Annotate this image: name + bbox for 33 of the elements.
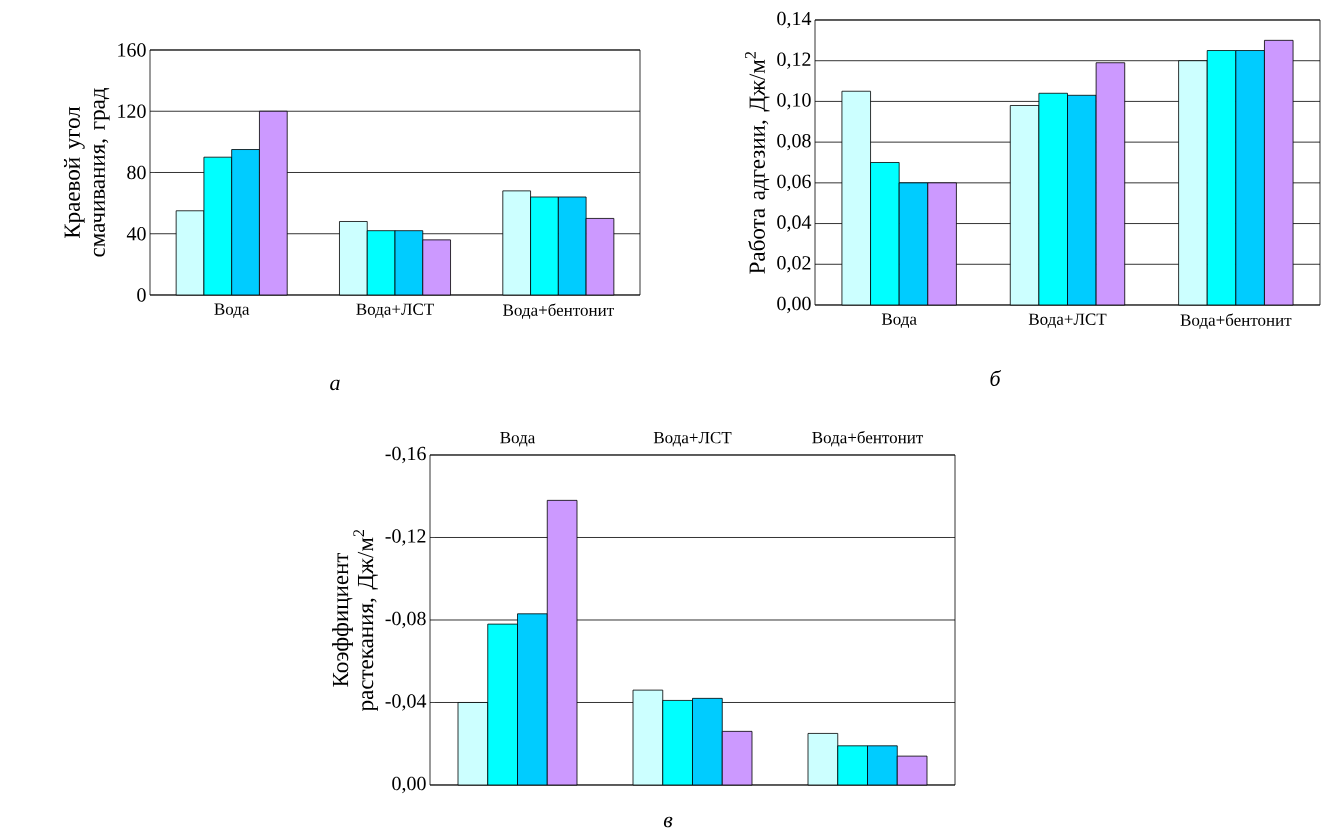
x-tick-label: Вода+ЛСТ	[356, 303, 434, 319]
y-axis-title: Коэффициент растекания, Дж/м$^{2}$	[332, 529, 378, 712]
y-tick-label: 0,14	[777, 11, 812, 29]
x-tick-label: Вода+бентонит	[1180, 313, 1292, 329]
x-tick-label: Вода	[500, 432, 536, 447]
x-tick-label: Вода+бентонит	[812, 431, 924, 447]
text: в	[663, 816, 673, 828]
y-axis-title: Краевой угол смачивания, град	[63, 88, 110, 257]
y-tick-label: 0,08	[777, 133, 811, 151]
y-tick-label: 120	[118, 104, 146, 118]
y-tick-label: 160	[118, 43, 146, 57]
x-tick-label: Вода	[214, 303, 250, 318]
y-tick-label: 0,10	[777, 93, 811, 110]
y-tick-label: 0,12	[777, 52, 811, 69]
x-tick-label: Вода+ЛСТ	[653, 431, 732, 447]
y-tick-label: 0,02	[777, 256, 811, 273]
y-tick-label: -0,12	[385, 529, 426, 546]
y-tick-label: 0,06	[777, 174, 811, 192]
text: а	[330, 379, 340, 391]
y-tick-label: 80	[127, 165, 146, 180]
y-tick-label: -0,04	[385, 694, 427, 711]
y-tick-label: 0	[137, 288, 146, 302]
y-tick-label: 0,00	[777, 296, 811, 314]
x-tick-label: Вода+бентонит	[503, 303, 614, 319]
y-tick-label: -0,16	[385, 446, 426, 464]
y-axis-title: Работа адгезии, Дж/м$^{2}$	[745, 51, 770, 274]
x-tick-label: Вода	[881, 313, 917, 328]
y-tick-label: 0,04	[777, 215, 812, 232]
text: б	[990, 370, 1002, 386]
y-tick-label: -0,08	[385, 611, 426, 629]
y-tick-label: 0,00	[392, 776, 426, 794]
x-tick-label: Вода+ЛСТ	[1028, 313, 1107, 329]
y-tick-label: 40	[126, 226, 146, 241]
